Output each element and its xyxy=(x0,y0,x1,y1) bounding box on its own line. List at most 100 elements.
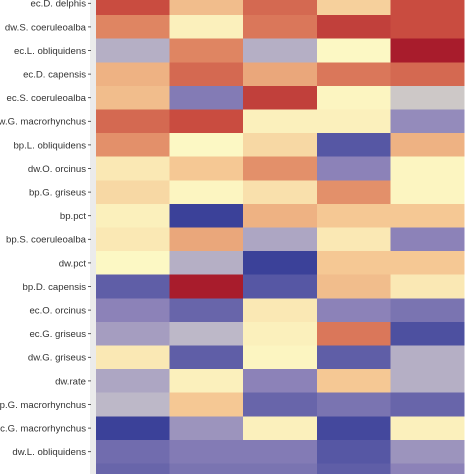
heatmap-cell xyxy=(316,85,391,111)
heatmap-cell xyxy=(169,392,244,417)
heatmap-cell xyxy=(390,227,465,252)
heatmap-cell xyxy=(169,133,244,158)
heatmap-cell xyxy=(390,274,465,299)
heatmap-cell xyxy=(390,298,465,323)
heatmap-cell xyxy=(243,369,318,394)
heatmap-cell xyxy=(169,463,244,474)
heatmap-cell xyxy=(316,38,391,63)
heatmap-cell xyxy=(96,416,171,441)
heatmap-cell xyxy=(96,203,171,229)
heatmap-cell xyxy=(316,15,391,40)
row-label: dw.O. orcinus xyxy=(28,164,86,175)
heatmap-cell xyxy=(316,463,391,474)
heatmap-cell xyxy=(169,38,244,63)
heatmap-cell xyxy=(169,203,244,229)
heatmap-cell xyxy=(243,15,318,40)
heatmap-cell xyxy=(169,369,244,394)
heatmap-cell xyxy=(390,392,465,417)
heatmap-cell xyxy=(243,85,318,111)
heatmap-cell xyxy=(390,180,465,205)
heatmap-cell xyxy=(96,321,171,347)
row-label: ec.L. obliquidens xyxy=(14,46,86,57)
row-label: dw.G. griseus xyxy=(28,353,86,364)
heatmap-cell xyxy=(390,133,465,158)
heatmap-cell xyxy=(243,274,318,299)
heatmap-cell xyxy=(96,463,171,474)
heatmap-cell xyxy=(96,85,171,111)
row-label: ec.G. macrorhynchus xyxy=(0,424,86,435)
row-label: bp.S. coeruleoalba xyxy=(6,235,87,246)
heatmap-cell xyxy=(96,369,171,394)
row-label: bp.G. macrorhynchus xyxy=(0,400,86,411)
heatmap-cell xyxy=(243,62,318,87)
heatmap-cell xyxy=(316,180,391,205)
heatmap-cell xyxy=(390,85,465,111)
heatmap-cell xyxy=(243,345,318,370)
left-strip xyxy=(90,0,96,474)
heatmap-cell xyxy=(390,62,465,87)
heatmap-cell xyxy=(316,392,391,417)
heatmap-cell xyxy=(96,298,171,323)
heatmap-cell xyxy=(316,109,391,134)
row-label: ec.O. orcinus xyxy=(29,306,86,317)
heatmap-cell xyxy=(169,227,244,252)
heatmap-cell xyxy=(390,156,465,181)
heatmap-cell xyxy=(390,38,465,63)
heatmap-cell xyxy=(243,463,318,474)
heatmap-cell xyxy=(390,439,465,465)
heatmap-cell xyxy=(316,0,391,16)
heatmap-cell xyxy=(169,274,244,299)
heatmap-cell xyxy=(96,274,171,299)
heatmap-cell xyxy=(243,298,318,323)
heatmap-cell xyxy=(390,345,465,370)
heatmap-cell xyxy=(96,345,171,370)
heatmap-cell xyxy=(169,321,244,347)
heatmap-cell xyxy=(316,298,391,323)
heatmap-cell xyxy=(316,203,391,229)
heatmap-cell xyxy=(390,463,465,474)
heatmap-cell xyxy=(243,392,318,417)
row-label: dw.L. obliquidens xyxy=(12,447,86,458)
heatmap-cell xyxy=(96,180,171,205)
heatmap-cell xyxy=(169,109,244,134)
heatmap-cell xyxy=(390,321,465,347)
heatmap-cell xyxy=(169,85,244,111)
heatmap-cell xyxy=(390,251,465,276)
row-label: ec.D. delphis xyxy=(31,0,87,10)
row-label: ec.G. griseus xyxy=(29,329,86,340)
heatmap-cell xyxy=(169,298,244,323)
heatmap-cell xyxy=(316,227,391,252)
row-labels: ec.D. delphis dw.S. coeruleoalba ec.L. obl… xyxy=(0,0,91,458)
heatmap-cell xyxy=(243,416,318,441)
heatmap-cell xyxy=(96,251,171,276)
row-label: dw.rate xyxy=(55,376,86,387)
heatmap-cell xyxy=(243,156,318,181)
heatmap-cell xyxy=(316,62,391,87)
heatmap-cell xyxy=(169,15,244,40)
heatmap-cell xyxy=(316,321,391,347)
heatmap-cell xyxy=(96,109,171,134)
heatmap-cell xyxy=(96,156,171,181)
heatmap-cell xyxy=(169,439,244,465)
heatmap-cell xyxy=(390,203,465,229)
heatmap-cell xyxy=(316,369,391,394)
heatmap-cell xyxy=(96,62,171,87)
row-label: bp.L. obliquidens xyxy=(13,140,86,151)
heatmap-cell xyxy=(316,439,391,465)
heatmap-cell xyxy=(243,203,318,229)
heatmap-cell xyxy=(169,156,244,181)
heatmap-cell xyxy=(169,62,244,87)
row-label: ec.D. capensis xyxy=(23,70,86,81)
heatmap-cell xyxy=(316,156,391,181)
heatmap-cell xyxy=(96,439,171,465)
heatmap-cell xyxy=(96,38,171,63)
heatmap-cell xyxy=(169,416,244,441)
heatmap-cell xyxy=(96,392,171,417)
heatmap-cell xyxy=(243,321,318,347)
heatmap-cell xyxy=(96,227,171,252)
heatmap-cell xyxy=(169,180,244,205)
heatmap-cell xyxy=(316,274,391,299)
heatmap-cell xyxy=(390,15,465,40)
heatmap-cell xyxy=(390,0,465,16)
